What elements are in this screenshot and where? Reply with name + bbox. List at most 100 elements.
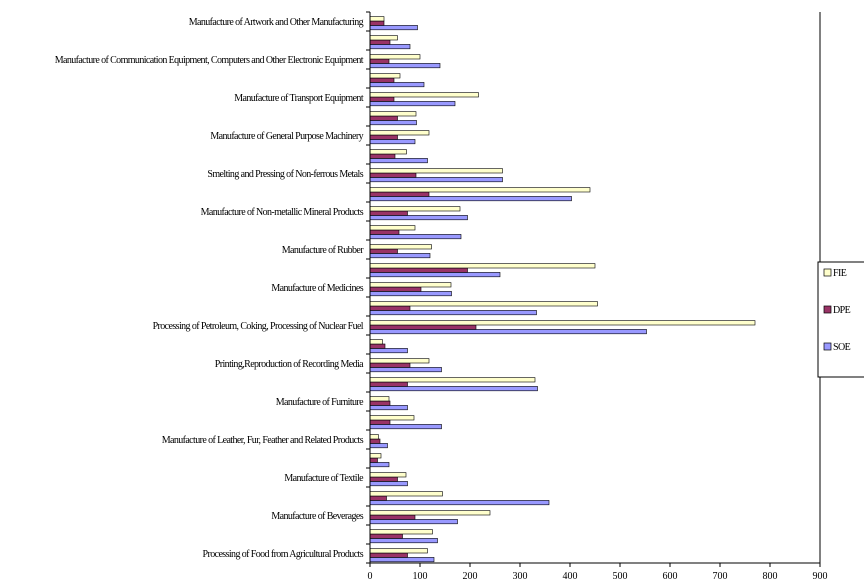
bar-fie-8 [369,396,390,402]
bar-soe-0 [369,557,435,563]
bar-fie-10 [369,358,430,364]
bar-fie-3 [369,491,443,497]
x-tick-label: 800 [763,571,778,582]
bar-soe-15 [369,272,501,278]
bar-fie-5 [369,453,382,459]
bar-fie-2 [369,510,491,516]
bar-soe-23 [369,120,417,126]
bar-dpe-0 [369,552,408,558]
bar-soe-28 [369,25,418,31]
x-tick-label: 0 [368,571,373,582]
bar-dpe-10 [369,362,411,368]
bar-fie-19 [369,187,591,193]
bar-dpe-26 [369,58,390,64]
bar-dpe-11 [369,343,386,349]
category-label: Manufacture of Non-metallic Mineral Prod… [201,207,364,218]
bar-dpe-27 [369,39,391,45]
bar-dpe-13 [369,305,411,311]
bar-fie-14 [369,282,452,288]
bar-fie-13 [369,301,598,307]
bar-dpe-15 [369,267,468,273]
bar-soe-21 [369,158,428,164]
bar-soe-9 [369,386,538,392]
bar-dpe-2 [369,514,416,520]
bar-dpe-19 [369,191,430,197]
bar-soe-5 [369,462,390,468]
bar-fie-4 [369,472,407,478]
bar-soe-3 [369,500,550,506]
category-labels: Processing of Food from Agricultural Pro… [55,17,365,560]
bar-fie-17 [369,225,416,231]
bar-dpe-16 [369,248,398,254]
bar-dpe-22 [369,134,398,140]
bar-fie-9 [369,377,536,383]
bar-fie-0 [369,548,428,554]
legend-items: FIE DPE SOE [823,268,851,353]
bar-soe-17 [369,234,462,240]
bar-soe-4 [369,481,408,487]
bar-dpe-17 [369,229,400,235]
x-tick-label: 700 [713,571,728,582]
bar-soe-18 [369,215,468,221]
bar-soe-7 [369,424,442,430]
bar-dpe-12 [369,324,477,330]
x-tick-label: 600 [663,571,678,582]
legend-label-dpe: DPE [833,305,851,316]
x-tick-labels: 0 100 200 300 400 500 600 700 800 900 [368,571,828,582]
category-label: Manufacture of Leather, Fur, Feather and… [162,435,364,446]
x-tick-label: 400 [563,571,578,582]
legend-swatch-fie [823,268,832,277]
category-label: Manufacture of Rubber [282,245,365,256]
x-tick-label: 200 [463,571,478,582]
bar-soe-1 [369,538,438,544]
category-label: Smelting and Pressing of Non-ferrous Met… [207,169,363,180]
bar-soe-22 [369,139,416,145]
category-ticks [366,11,370,564]
bar-dpe-6 [369,438,381,444]
bar-dpe-25 [369,77,395,83]
bar-dpe-21 [369,153,396,159]
legend-label-soe: SOE [833,342,851,353]
bar-fie-22 [369,130,430,136]
legend-label-fie: FIE [833,268,847,279]
x-tick-label: 500 [613,571,628,582]
bar-dpe-24 [369,96,395,102]
bar-dpe-28 [369,20,385,26]
bar-soe-10 [369,367,442,373]
category-label: Processing of Petroleum, Coking, Process… [153,321,364,332]
bar-soe-14 [369,291,452,297]
bar-dpe-18 [369,210,408,216]
bar-soe-20 [369,177,503,183]
bar-fie-24 [369,92,479,98]
bar-fie-20 [369,168,503,174]
legend-swatch-soe [823,342,832,351]
bar-fie-12 [369,320,756,326]
category-label: Manufacture of Artwork and Other Manufac… [189,17,364,28]
bar-soe-12 [369,329,647,335]
bar-fie-7 [369,415,415,421]
bar-soe-13 [369,310,537,316]
category-label: Manufacture of Medicines [271,283,363,294]
bar-soe-6 [369,443,388,449]
category-label: Manufacture of Transport Equipment [234,93,364,104]
category-label: Manufacture of Textile [284,473,364,484]
bars-group [369,16,756,563]
bar-dpe-9 [369,381,408,387]
bar-fie-27 [369,35,398,41]
category-label: Manufacture of General Purpose Machinery [210,131,363,142]
legend: FIE DPE SOE [817,261,864,378]
x-ticks [369,563,821,567]
bar-fie-16 [369,244,432,250]
bar-fie-15 [369,263,596,269]
bar-dpe-20 [369,172,417,178]
x-tick-label: 100 [413,571,428,582]
category-label: Printing,Reproduction of Recording Media [215,359,364,370]
bar-dpe-23 [369,115,398,121]
bar-soe-16 [369,253,431,259]
category-label: Processing of Food from Agricultural Pro… [203,549,364,560]
bar-dpe-3 [369,495,387,501]
bar-soe-19 [369,196,572,202]
bar-soe-24 [369,101,456,107]
bar-fie-26 [369,54,421,60]
